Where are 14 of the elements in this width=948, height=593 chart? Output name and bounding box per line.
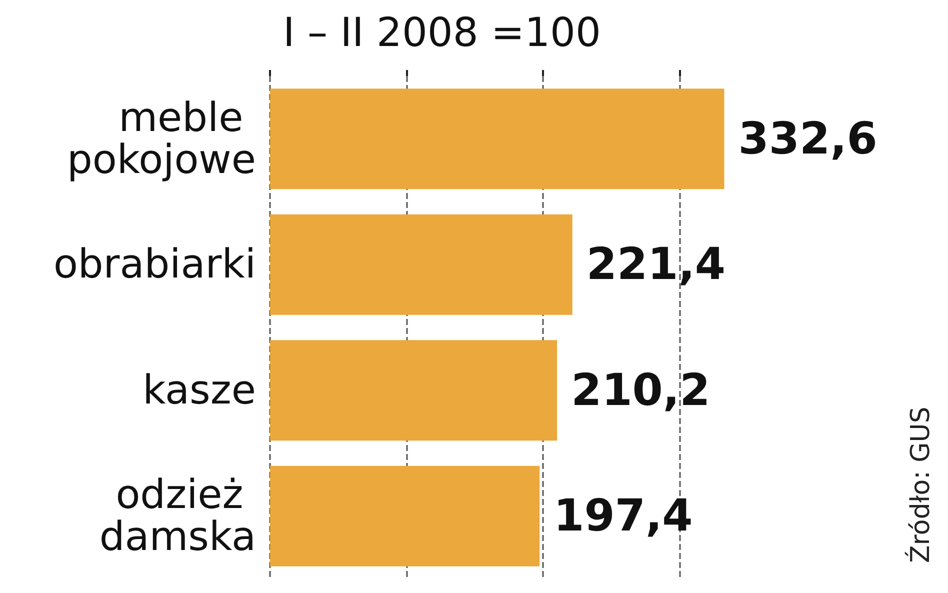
- data-label: 197,4: [554, 490, 693, 542]
- data-label: 332,6: [738, 113, 878, 164]
- y-tick-label: odzież damska: [99, 472, 256, 560]
- y-tick-label: meble pokojowe: [67, 94, 256, 183]
- data-label: 221,4: [586, 239, 726, 290]
- y-tick-label: obrabiarki: [53, 242, 256, 288]
- y-tick-label: kasze: [142, 367, 256, 414]
- bar: [270, 88, 724, 190]
- bar: [270, 466, 540, 566]
- data-label: 210,2: [571, 364, 710, 416]
- bar: [270, 340, 558, 441]
- text: Źródło: GUS: [904, 406, 936, 563]
- bar: [270, 214, 572, 315]
- chart-title: I – II 2008 =100: [283, 10, 601, 56]
